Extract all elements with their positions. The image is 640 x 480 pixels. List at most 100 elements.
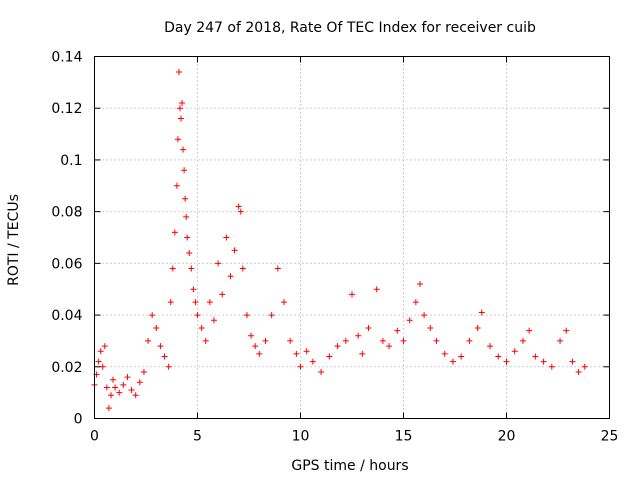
data-point	[487, 343, 494, 350]
data-point	[458, 353, 465, 360]
data-point	[145, 337, 152, 344]
data-point	[394, 327, 401, 334]
data-point	[569, 358, 576, 365]
ticks-layer: 0 5 10 15 20 25 0 0.02 0.04 0.06 0.08 0.1 0.12 0.14	[51, 50, 618, 445]
data-point	[103, 384, 110, 391]
data-point	[128, 387, 135, 394]
data-point	[237, 208, 244, 215]
data-point	[503, 358, 510, 365]
data-point	[386, 343, 393, 350]
data-point	[180, 146, 187, 153]
data-point	[95, 358, 102, 365]
data-point	[355, 332, 362, 339]
data-point	[124, 374, 131, 381]
data-point	[575, 368, 582, 375]
data-point	[373, 286, 380, 293]
data-point	[192, 299, 199, 306]
data-point	[107, 392, 114, 399]
data-point	[526, 327, 533, 334]
data-point	[178, 115, 185, 122]
data-point	[206, 299, 213, 306]
data-point	[287, 337, 294, 344]
data-point	[149, 312, 156, 319]
data-point	[120, 381, 127, 388]
data-point	[101, 343, 108, 350]
data-point	[132, 392, 139, 399]
data-point	[532, 353, 539, 360]
data-point	[563, 327, 570, 334]
data-point	[349, 291, 355, 298]
data-point	[581, 363, 588, 370]
data-point	[511, 348, 518, 355]
data-point	[210, 317, 217, 324]
data-point	[474, 325, 481, 331]
plot-frame	[94, 56, 610, 419]
data-point	[173, 182, 180, 189]
data-point	[188, 265, 195, 272]
x-tick-label: 10	[292, 429, 310, 445]
data-point	[427, 325, 434, 331]
data-point	[202, 337, 209, 344]
data-point	[184, 234, 191, 241]
chart-title: Day 247 of 2018, Rate Of TEC Index for r…	[164, 20, 536, 36]
data-point	[136, 379, 143, 386]
data-point	[239, 265, 246, 272]
data-point	[540, 358, 547, 365]
y-tick-label: 0.04	[51, 308, 82, 324]
data-point	[97, 348, 104, 355]
data-point	[112, 384, 119, 391]
data-point	[227, 273, 234, 280]
data-point	[303, 348, 310, 355]
data-point	[400, 337, 407, 344]
data-point	[274, 265, 281, 272]
data-point	[548, 363, 555, 370]
data-point	[281, 299, 288, 306]
data-point	[190, 286, 197, 293]
data-point	[110, 376, 117, 383]
data-point	[256, 350, 263, 357]
data-point	[231, 247, 238, 254]
data-point	[557, 337, 564, 344]
data-point	[268, 312, 275, 319]
data-point	[416, 281, 423, 288]
data-point	[165, 363, 172, 370]
data-point	[175, 69, 182, 76]
data-point	[182, 195, 189, 202]
data-points-layer	[91, 69, 588, 412]
data-point	[179, 100, 186, 107]
data-point	[293, 350, 300, 357]
data-point	[171, 229, 178, 236]
x-tick-label: 0	[90, 429, 99, 445]
data-point	[198, 325, 205, 331]
y-tick-label: 0.14	[51, 50, 82, 66]
data-point	[449, 358, 456, 365]
data-point	[183, 213, 190, 220]
grid-layer	[94, 56, 610, 419]
data-point	[318, 368, 325, 375]
data-point	[262, 337, 269, 344]
y-tick-label: 0.08	[51, 205, 82, 221]
y-tick-label: 0.1	[60, 153, 82, 169]
data-point	[161, 353, 168, 360]
data-point	[441, 350, 448, 357]
data-point	[215, 260, 222, 267]
data-point	[379, 337, 386, 344]
data-point	[309, 358, 316, 365]
data-point	[153, 325, 160, 331]
data-point	[297, 363, 304, 370]
x-axis-label: GPS time / hours	[291, 458, 408, 474]
data-point	[365, 325, 372, 331]
data-point	[334, 343, 341, 350]
data-point	[219, 291, 226, 298]
x-tick-label: 20	[498, 429, 516, 445]
data-point	[406, 317, 413, 324]
y-axis-label: ROTI / TECUs	[6, 194, 22, 286]
data-point	[359, 350, 366, 357]
data-point	[466, 337, 473, 344]
data-point	[169, 265, 176, 272]
data-point	[194, 312, 201, 319]
data-point	[223, 234, 230, 241]
x-tick-label: 25	[601, 429, 619, 445]
x-tick-label: 15	[395, 429, 413, 445]
